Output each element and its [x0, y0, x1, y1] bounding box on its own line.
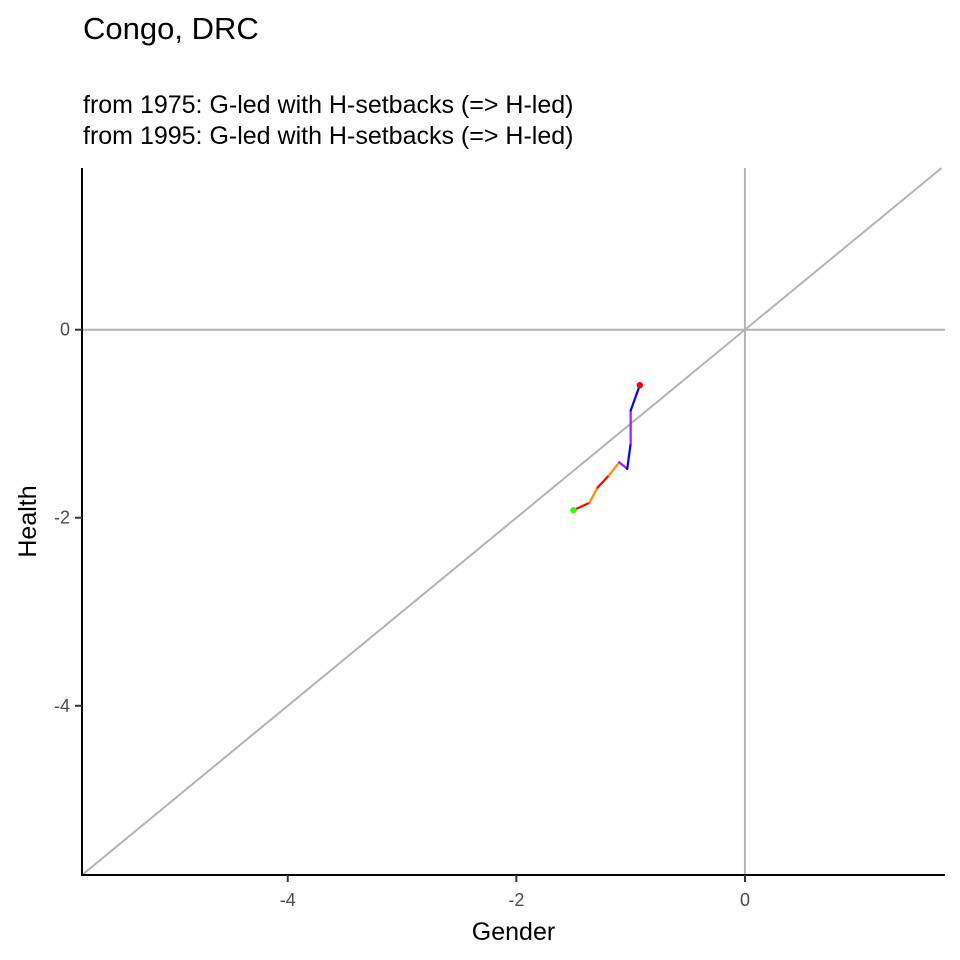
- reference-line-diagonal: [81, 167, 943, 876]
- subtitle-line-1995: from 1995: G-led with H-setbacks (=> H-l…: [83, 122, 574, 150]
- trajectory-segment-2: [588, 486, 599, 504]
- y-axis-title: Health: [14, 485, 42, 557]
- tick-labels: -4 -2 0 -4 -2 0: [54, 320, 750, 910]
- x-tick-label: -4: [280, 890, 296, 910]
- y-tick-label: 0: [60, 320, 70, 340]
- x-tick-label: 0: [740, 890, 750, 910]
- trajectory-segment-5: [618, 461, 629, 470]
- y-tick-label: -2: [54, 508, 70, 528]
- axes: [75, 168, 945, 882]
- trajectory-segment-4: [607, 461, 621, 477]
- reference-lines: [81, 167, 945, 876]
- trajectory-series: [570, 381, 644, 514]
- chart-subtitle: from 1975: G-led with H-setbacks (=> H-l…: [83, 90, 573, 152]
- end-point: [636, 381, 644, 389]
- x-axis-title: Gender: [472, 918, 555, 946]
- trajectory-segment-8: [629, 384, 641, 412]
- trajectory-segment-6: [626, 442, 632, 470]
- chart-title: Congo, DRC: [83, 11, 259, 46]
- subtitle-line-1975: from 1975: G-led with H-setbacks (=> H-l…: [83, 91, 574, 119]
- y-tick-label: -4: [54, 696, 70, 716]
- trajectory-segment-3: [596, 474, 611, 489]
- x-tick-label: -2: [508, 890, 524, 910]
- start-point: [570, 507, 577, 514]
